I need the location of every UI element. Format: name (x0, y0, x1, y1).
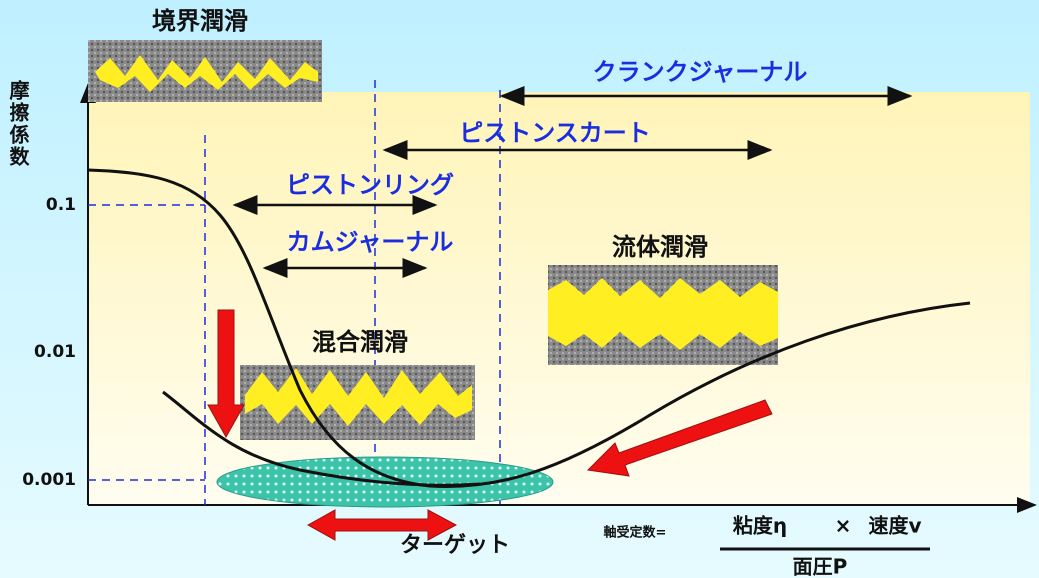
range-label: クランクジャーナル (593, 58, 808, 86)
range-label: ピストンスカート (459, 119, 651, 147)
y-tick-label: 0.001 (22, 470, 76, 490)
surface-boundary (88, 40, 322, 102)
surface-fluid (548, 265, 778, 365)
range-label: ピストンリング (286, 171, 454, 199)
curve-lower (162, 390, 481, 487)
range-arrows (232, 86, 913, 278)
formula-speed: 速度v (868, 514, 921, 538)
y-tick-label: 0.01 (34, 342, 76, 362)
target-label: ターゲット (400, 533, 510, 558)
formula-pressure: 面圧P (793, 555, 848, 578)
curve-upper (87, 168, 971, 488)
y-tick-label: 0.1 (46, 195, 76, 215)
y-axis-label: 摩擦係数 (6, 80, 30, 168)
boundary-label: 境界潤滑 (152, 7, 248, 35)
surface-mixed (240, 365, 475, 440)
formula-lhs: 軸受定数= (604, 525, 667, 541)
formula-times: × (835, 514, 852, 538)
range-label: カムジャーナル (287, 228, 454, 256)
formula-viscosity: 粘度η (733, 514, 787, 538)
fluid-label: 流体潤滑 (612, 233, 708, 261)
mixed-label: 混合潤滑 (312, 328, 408, 356)
red-arrows (207, 309, 773, 541)
